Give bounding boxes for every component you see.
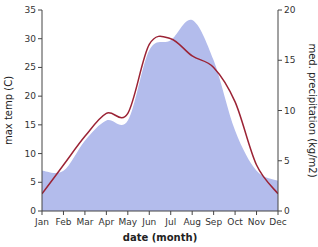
y-tick (38, 96, 42, 97)
x-tick-label: Dec (269, 217, 286, 227)
x-tick-label: Apr (99, 217, 115, 227)
y2-axis-label: med. precipitation (kg/m2) (307, 43, 318, 177)
y-tick-label: 25 (25, 62, 36, 72)
y-tick-label: 15 (25, 120, 36, 130)
temperature-line (42, 36, 278, 194)
y-tick-label: 30 (25, 34, 37, 44)
x-tick-label: May (119, 217, 138, 227)
y2-tick (278, 211, 282, 212)
y-tick (38, 124, 42, 125)
y-tick (38, 153, 42, 154)
y-tick (38, 211, 42, 212)
x-tick-label: Oct (227, 217, 243, 227)
y-tick (38, 10, 42, 11)
y-axis-label: max temp (C) (3, 76, 14, 145)
x-tick-label: Sep (205, 217, 222, 227)
axes: 0 5 10 15 20 25 30 35 0 5 10 15 20 Jan Feb Mar Apr MayJun… (25, 5, 296, 227)
x-tick-label: Jun (141, 217, 156, 227)
x-tick (63, 211, 64, 215)
y-tick-label: 5 (30, 177, 36, 187)
x-tick (84, 211, 85, 215)
y2-tick-label: 5 (284, 156, 290, 166)
x-tick-label: Jan (34, 217, 49, 227)
x-tick-label: Nov (248, 217, 266, 227)
x-tick-label: Mar (76, 217, 93, 227)
chart: 0 5 10 15 20 25 30 35 0 5 10 15 20 Jan Feb Mar Apr MayJun… (0, 0, 318, 247)
y-tick (38, 182, 42, 183)
x-tick (127, 211, 128, 215)
y2-tick (278, 160, 282, 161)
plot-area (42, 20, 278, 211)
x-tick (235, 211, 236, 215)
x-tick (170, 211, 171, 215)
y2-tick-label: 10 (284, 106, 296, 116)
x-tick (192, 211, 193, 215)
x-tick (256, 211, 257, 215)
x-tick-label: Aug (183, 217, 201, 227)
x-tick (149, 211, 150, 215)
x-tick-label: Feb (55, 217, 71, 227)
y2-tick (278, 60, 282, 61)
y-tick (38, 67, 42, 68)
x-tick (213, 211, 214, 215)
y-tick-label: 20 (25, 91, 37, 101)
y-tick (38, 38, 42, 39)
x-tick (106, 211, 107, 215)
y-axis-line (42, 10, 43, 211)
y2-tick (278, 110, 282, 111)
precipitation-area (42, 20, 278, 211)
y2-tick-label: 20 (284, 5, 296, 15)
y2-tick-label: 0 (284, 206, 290, 216)
y-tick-label: 0 (30, 206, 36, 216)
y2-tick-label: 15 (284, 55, 295, 65)
x-tick (278, 211, 279, 215)
y-tick-label: 10 (25, 149, 37, 159)
x-tick (42, 211, 43, 215)
y-tick-label: 35 (25, 5, 36, 15)
x-axis-line (42, 211, 278, 212)
x-tick-label: Jul (164, 217, 176, 227)
x-axis-label: date (month) (123, 232, 197, 243)
y2-tick (278, 10, 282, 11)
